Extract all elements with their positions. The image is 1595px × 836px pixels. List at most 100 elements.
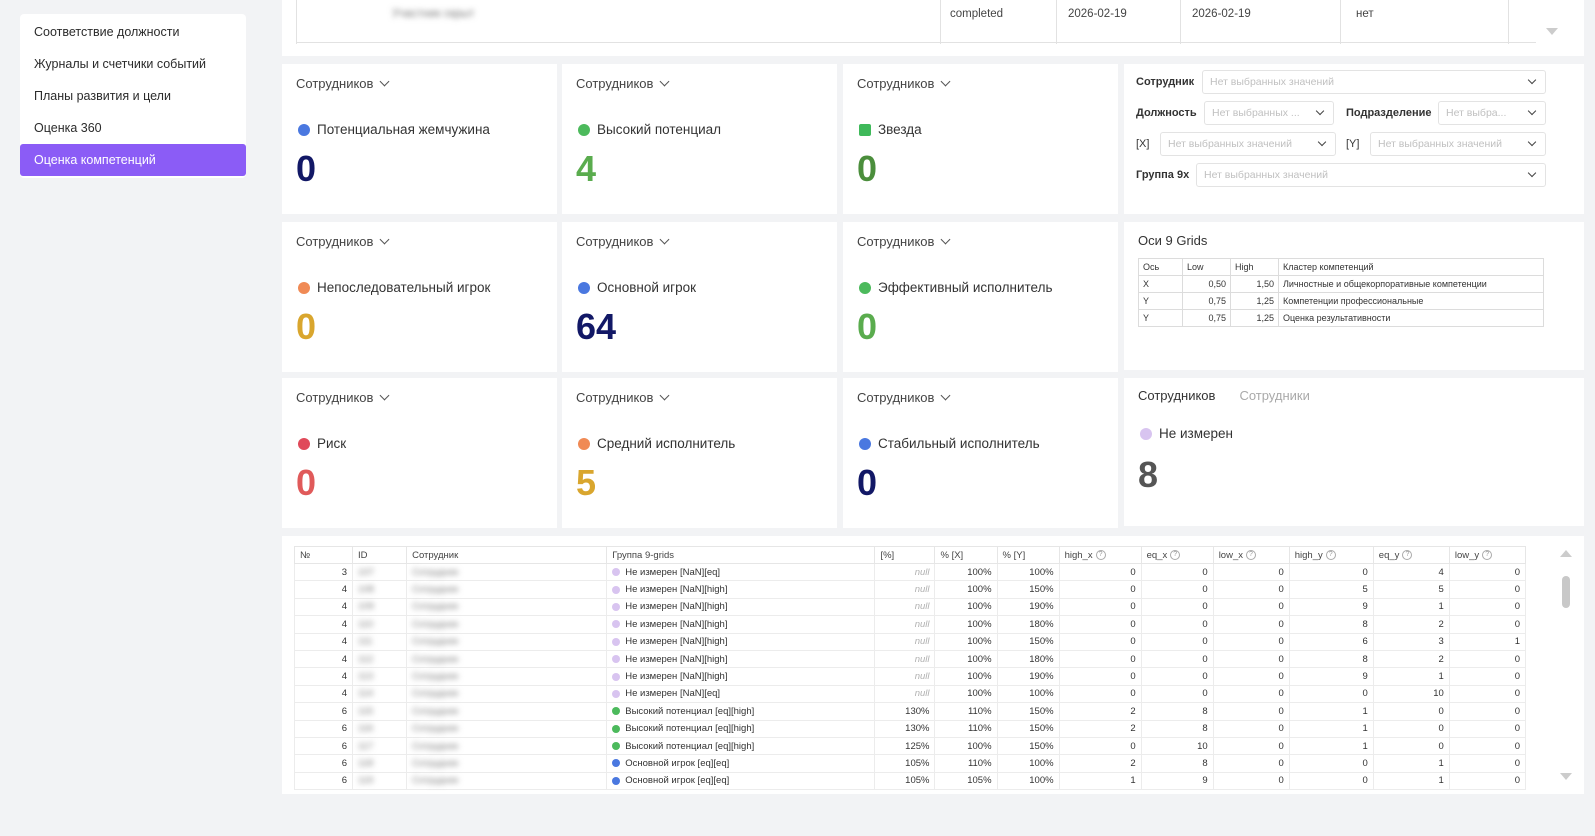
sidebar-item[interactable]: Планы развития и цели [34, 89, 171, 103]
grid-header-cell[interactable]: % [X] [934, 546, 998, 564]
help-icon[interactable]: ? [1325, 549, 1336, 560]
sidebar-item[interactable]: Соответствие должности [34, 25, 180, 39]
group-filter-select[interactable]: Нет выбранных значений [1196, 163, 1546, 187]
axes-cell: Y [1138, 309, 1183, 327]
grid-cell: 9 [1288, 667, 1374, 686]
grid-cell: 0 [1448, 667, 1527, 686]
grid-cell: 0 [1212, 632, 1290, 651]
table-row[interactable]: 4 109 Сотрудник Не измерен [NaN][high] null 1… [293, 597, 1527, 617]
grid-cell: 0 [1140, 562, 1214, 582]
scroll-down-icon[interactable] [1560, 773, 1572, 780]
help-icon[interactable]: ? [1482, 549, 1493, 560]
help-icon[interactable]: ? [1095, 549, 1106, 560]
position-filter-label: Должность [1136, 107, 1197, 119]
grid-cell: 0 [1058, 632, 1142, 651]
card-metric-dropdown[interactable]: Сотрудников [296, 234, 390, 249]
blurred-cell: Сотрудник [406, 771, 608, 791]
help-icon[interactable]: ? [1402, 549, 1413, 560]
table-row[interactable]: 6 119 Сотрудник Основной игрок [eq][eq] 105%… [293, 771, 1527, 791]
table-row[interactable]: 4 113 Сотрудник Не измерен [NaN][high] null 1… [293, 667, 1527, 686]
employees-grid: № ID Сотрудник Группа 9-grids [%]% [X]% [Y] h… [293, 546, 1527, 791]
grid-header-cell[interactable]: ID [352, 546, 408, 564]
table-row[interactable]: 6 116 Сотрудник Высокий потенциал [eq][high… [293, 719, 1527, 738]
card-metric-dropdown[interactable]: Сотрудников [857, 234, 951, 249]
grid-header-cell[interactable]: % [Y] [996, 546, 1060, 564]
table-row[interactable]: 4 108 Сотрудник Не измерен [NaN][high] null 1… [293, 580, 1527, 599]
sidebar-item[interactable]: Журналы и счетчики событий [34, 57, 207, 71]
table-row[interactable]: 4 112 Сотрудник Не измерен [NaN][high] null 1… [293, 649, 1527, 669]
grid-cell: 100% [934, 562, 998, 582]
circle-icon [612, 637, 621, 646]
grid-cell: 100% [996, 562, 1060, 582]
scrollbar-thumb[interactable] [1562, 576, 1570, 608]
grid-header-cell[interactable]: eq_y? [1372, 546, 1450, 564]
grid-cell: 2 [1372, 649, 1450, 669]
kpi-card: Сотрудников Основной игрок 64 [562, 222, 837, 372]
grid-cell: 0 [1212, 649, 1290, 669]
card-metric-dropdown[interactable]: Сотрудников [576, 390, 670, 405]
grid-cell: 0 [1288, 754, 1374, 773]
x-filter-select[interactable]: Нет выбранных значений [1160, 132, 1336, 156]
table-row[interactable]: 4 110 Сотрудник Не измерен [NaN][high] null 1… [293, 615, 1527, 634]
group-cell: Не измерен [NaN][high] [606, 649, 876, 669]
grid-cell: 2 [1058, 719, 1142, 738]
help-icon[interactable]: ? [1170, 549, 1181, 560]
card-metric-dropdown[interactable]: Сотрудников [857, 390, 951, 405]
table-row[interactable]: 6 115 Сотрудник Высокий потенциал [eq][high… [293, 702, 1527, 721]
grid-cell: 0 [1140, 615, 1214, 634]
blurred-cell: Сотрудник [406, 649, 608, 669]
kpi-card: Сотрудников Стабильный исполнитель 0 [843, 378, 1118, 528]
circle-icon [298, 123, 310, 136]
card-metric-dropdown[interactable]: Сотрудников [576, 76, 670, 91]
grid-header-cell[interactable]: № [293, 546, 354, 564]
scroll-up-icon[interactable] [1560, 550, 1572, 557]
chevron-down-icon [379, 234, 390, 245]
circle-icon [578, 437, 590, 450]
chevron-down-icon [659, 390, 670, 401]
position-filter-select[interactable]: Нет выбранных ... [1204, 101, 1334, 125]
grid-header-cell[interactable]: Группа 9-grids [606, 546, 876, 564]
kpi-card: Сотрудников Эффективный исполнитель 0 [843, 222, 1118, 372]
card-metric-dropdown[interactable]: Сотрудников [576, 234, 670, 249]
sidebar-item[interactable]: Оценка компетенций [20, 144, 246, 176]
card-metric-dropdown[interactable]: Сотрудников [296, 76, 390, 91]
x-filter-label: [X] [1136, 138, 1150, 150]
grid-cell: 1 [1288, 719, 1374, 738]
grid-cell: 0 [1448, 615, 1527, 634]
department-filter-select[interactable]: Нет выбра... [1438, 101, 1546, 125]
table-row[interactable]: 4 111 Сотрудник Не измерен [NaN][high] null 1… [293, 632, 1527, 651]
grid-header-cell[interactable]: eq_x? [1140, 546, 1214, 564]
grid-cell: 190% [996, 597, 1060, 617]
unmeasured-tabs: Сотрудников Сотрудники [1138, 388, 1310, 403]
y-filter-select[interactable]: Нет выбранных значений [1370, 132, 1546, 156]
table-row[interactable]: 6 118 Сотрудник Основной игрок [eq][eq] 105%… [293, 754, 1527, 773]
department-filter-label: Подразделение [1346, 107, 1432, 119]
circle-icon [612, 724, 621, 733]
card-metric-dropdown[interactable]: Сотрудников [857, 76, 951, 91]
grid-cell: 0 [1140, 632, 1214, 651]
scrollbar[interactable] [1560, 550, 1572, 780]
card-metric-dropdown[interactable]: Сотрудников [296, 390, 390, 405]
grid-header-cell[interactable]: high_y? [1288, 546, 1374, 564]
tab-employees-list[interactable]: Сотрудники [1239, 388, 1310, 403]
grid-cell: 0 [1372, 702, 1450, 721]
grid-header-cell[interactable]: high_x? [1058, 546, 1142, 564]
scroll-down-icon[interactable] [1546, 28, 1558, 35]
table-row[interactable]: 3 107 Сотрудник Не измерен [NaN][eq] null 100… [293, 562, 1527, 582]
grid-header-cell[interactable]: Сотрудник [406, 546, 608, 564]
grid-header-cell[interactable]: [%] [874, 546, 936, 564]
kpi-card: Сотрудников Звезда 0 [843, 64, 1118, 214]
grid-cell: 0 [1058, 649, 1142, 669]
grid-cell: 0 [1448, 597, 1527, 617]
help-icon[interactable]: ? [1245, 549, 1256, 560]
table-row[interactable]: 6 117 Сотрудник Высокий потенциал [eq][high… [293, 736, 1527, 756]
y-filter-label: [Y] [1346, 138, 1360, 150]
grid-header-cell[interactable]: low_x? [1212, 546, 1290, 564]
sidebar-item[interactable]: Оценка 360 [34, 121, 102, 135]
employee-filter-select[interactable]: Нет выбранных значений [1202, 70, 1546, 94]
tab-employees-count[interactable]: Сотрудников [1138, 388, 1216, 403]
grid-header-cell[interactable]: low_y? [1448, 546, 1527, 564]
circle-icon [612, 689, 621, 698]
circle-icon [612, 742, 621, 751]
table-row[interactable]: 4 114 Сотрудник Не измерен [NaN][eq] null 100… [293, 684, 1527, 704]
